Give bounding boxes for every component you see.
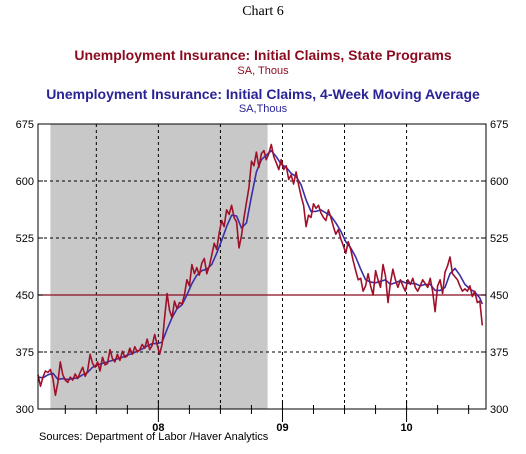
recession-shading [50, 124, 268, 409]
y-tick-label-right: 450 [490, 290, 508, 302]
y-tick-label-left: 600 [16, 176, 34, 188]
y-tick-label-right: 675 [490, 119, 508, 131]
x-tick-label: 09 [276, 422, 288, 434]
source-note: Sources: Department of Labor /Haver Anal… [39, 431, 269, 443]
plot-area: 300 300 375 375 450 450 525 525 600 600 675 675 08 09… [16, 119, 509, 434]
x-tick-label: 10 [400, 422, 412, 434]
plot-frame [37, 123, 487, 410]
y-tick-label-right: 525 [490, 233, 508, 245]
series-line-claims [37, 143, 484, 397]
chart-title-2: Unemployment Insurance: Initial Claims, … [46, 86, 480, 102]
y-tick-label-left: 450 [16, 290, 34, 302]
chart-subtitle-1: SA, Thous [237, 65, 289, 77]
y-tick-label-right: 300 [490, 404, 508, 416]
x-tick-label: 08 [152, 422, 164, 434]
y-tick-label-right: 375 [490, 347, 508, 359]
y-tick-label-left: 675 [16, 119, 34, 131]
y-tick-label-right: 600 [490, 176, 508, 188]
y-tick-label-left: 300 [16, 404, 34, 416]
chart-label: Chart 6 [242, 4, 284, 19]
chart-title-1: Unemployment Insurance: Initial Claims, … [74, 47, 452, 63]
y-tick-label-left: 375 [16, 347, 34, 359]
chart-subtitle-2: SA,Thous [239, 103, 288, 115]
y-tick-label-left: 525 [16, 233, 34, 245]
